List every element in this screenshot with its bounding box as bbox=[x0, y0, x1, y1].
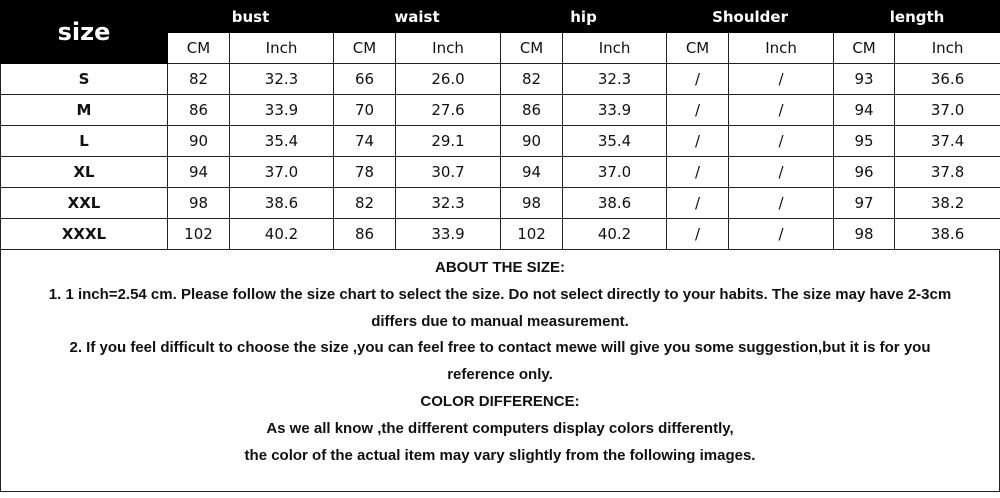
measurement-cell: / bbox=[728, 125, 835, 157]
table-row: XXL 98 38.6 82 32.3 98 38.6//97 38.2 bbox=[0, 187, 1000, 219]
measurement-cell: 82 bbox=[167, 63, 230, 95]
measurement-cell: / bbox=[666, 218, 730, 250]
unit-header: Inch bbox=[894, 32, 1000, 64]
measurement-cell: 98 bbox=[500, 187, 564, 219]
unit-header: Inch bbox=[562, 32, 668, 64]
measurement-cell: 95 bbox=[833, 125, 896, 157]
size-label: L bbox=[0, 125, 168, 157]
note-line: 1. 1 inch=2.54 cm. Please follow the siz… bbox=[48, 285, 952, 303]
measurement-cell: 90 bbox=[167, 125, 230, 157]
size-label: M bbox=[0, 94, 168, 126]
measurement-cell: 35.4 bbox=[562, 125, 668, 157]
measurement-cell: / bbox=[728, 187, 835, 219]
measurement-cell: 82 bbox=[500, 63, 564, 95]
measurement-cell: 37.0 bbox=[228, 156, 335, 188]
size-notes: ABOUT THE SIZE: 1. 1 inch=2.54 cm. Please… bbox=[0, 250, 1000, 492]
measurement-cell: 94 bbox=[167, 156, 230, 188]
measurement-cell: 86 bbox=[500, 94, 564, 126]
unit-header: CM bbox=[167, 32, 230, 64]
measurement-cell: 38.6 bbox=[228, 187, 335, 219]
note-line: reference only. bbox=[447, 366, 553, 384]
measurement-cell: 36.6 bbox=[894, 63, 1000, 95]
measurement-cell: 94 bbox=[833, 94, 896, 126]
measurement-cell: 33.9 bbox=[395, 218, 502, 250]
measurement-cell: / bbox=[666, 63, 730, 95]
measurement-cell: 40.2 bbox=[562, 218, 668, 250]
measurement-cell: 82 bbox=[333, 187, 397, 219]
measurement-cell: 32.3 bbox=[228, 63, 335, 95]
measurement-cell: 29.1 bbox=[395, 125, 502, 157]
measurement-cell: 37.8 bbox=[894, 156, 1000, 188]
measurement-cell: 37.0 bbox=[562, 156, 668, 188]
measurement-cell: 70 bbox=[333, 94, 397, 126]
measurement-cell: 66 bbox=[333, 63, 397, 95]
group-header-waist: waist bbox=[333, 0, 502, 33]
table-row: XXXL 102 40.2 86 33.9 102 40.2//98 38.6 bbox=[0, 218, 1000, 250]
measurement-cell: / bbox=[666, 187, 730, 219]
table-row: L 90 35.4 74 29.1 90 35.4//95 37.4 bbox=[0, 125, 1000, 157]
measurement-cell: 94 bbox=[500, 156, 564, 188]
measurement-cell: 90 bbox=[500, 125, 564, 157]
unit-header: Inch bbox=[228, 32, 335, 64]
measurement-cell: 37.0 bbox=[894, 94, 1000, 126]
measurement-cell: 33.9 bbox=[228, 94, 335, 126]
table-row: XL 94 37.0 78 30.7 94 37.0//96 37.8 bbox=[0, 156, 1000, 188]
measurement-cell: 27.6 bbox=[395, 94, 502, 126]
size-label: XXXL bbox=[0, 218, 168, 250]
measurement-cell: 32.3 bbox=[395, 187, 502, 219]
measurement-cell: / bbox=[666, 94, 730, 126]
note-line: the color of the actual item may vary sl… bbox=[244, 446, 756, 464]
group-header-hip: hip bbox=[500, 0, 668, 33]
measurement-cell: 102 bbox=[500, 218, 564, 250]
measurement-cell: 98 bbox=[833, 218, 896, 250]
measurement-cell: / bbox=[666, 156, 730, 188]
unit-header: CM bbox=[500, 32, 564, 64]
measurement-cell: / bbox=[728, 218, 835, 250]
measurement-cell: 86 bbox=[333, 218, 397, 250]
note-line: ABOUT THE SIZE: bbox=[435, 259, 565, 276]
size-chart-table: size bust waist hip Shoulder length CM Inch CM… bbox=[0, 0, 1000, 250]
measurement-cell: / bbox=[728, 94, 835, 126]
measurement-cell: 78 bbox=[333, 156, 397, 188]
measurement-cell: 98 bbox=[167, 187, 230, 219]
size-header: size bbox=[0, 0, 168, 64]
measurement-cell: 33.9 bbox=[562, 94, 668, 126]
unit-header: Inch bbox=[395, 32, 502, 64]
measurement-cell: 38.2 bbox=[894, 187, 1000, 219]
measurement-cell: 40.2 bbox=[228, 218, 335, 250]
measurement-cell: 38.6 bbox=[894, 218, 1000, 250]
note-line: differs due to manual measurement. bbox=[371, 312, 629, 330]
measurement-cell: / bbox=[666, 125, 730, 157]
note-line: As we all know ,the different computers … bbox=[266, 419, 734, 437]
measurement-cell: 93 bbox=[833, 63, 896, 95]
group-header-length: length bbox=[833, 0, 1000, 33]
measurement-cell: 74 bbox=[333, 125, 397, 157]
table-row: M 86 33.9 70 27.6 86 33.9//94 37.0 bbox=[0, 94, 1000, 126]
measurement-cell: 37.4 bbox=[894, 125, 1000, 157]
size-label: XL bbox=[0, 156, 168, 188]
measurement-cell: 102 bbox=[167, 218, 230, 250]
measurement-cell: 38.6 bbox=[562, 187, 668, 219]
unit-header: CM bbox=[333, 32, 397, 64]
measurement-cell: 26.0 bbox=[395, 63, 502, 95]
measurement-cell: 32.3 bbox=[562, 63, 668, 95]
note-line: COLOR DIFFERENCE: bbox=[420, 392, 580, 410]
measurement-cell: 30.7 bbox=[395, 156, 502, 188]
group-header-shoulder: Shoulder bbox=[666, 0, 835, 33]
unit-header: CM bbox=[833, 32, 896, 64]
group-header-bust: bust bbox=[166, 0, 335, 33]
measurement-cell: 97 bbox=[833, 187, 896, 219]
table-row: S 82 32.3 66 26.0 82 32.3//93 36.6 bbox=[0, 63, 1000, 95]
measurement-cell: 86 bbox=[167, 94, 230, 126]
measurement-cell: 96 bbox=[833, 156, 896, 188]
unit-header: Inch bbox=[728, 32, 835, 64]
unit-header: CM bbox=[666, 32, 730, 64]
measurement-cell: / bbox=[728, 156, 835, 188]
measurement-cell: 35.4 bbox=[228, 125, 335, 157]
size-label: XXL bbox=[0, 187, 168, 219]
size-label: S bbox=[0, 63, 168, 95]
note-line: 2. If you feel difficult to choose the s… bbox=[69, 339, 931, 357]
measurement-cell: / bbox=[728, 63, 835, 95]
